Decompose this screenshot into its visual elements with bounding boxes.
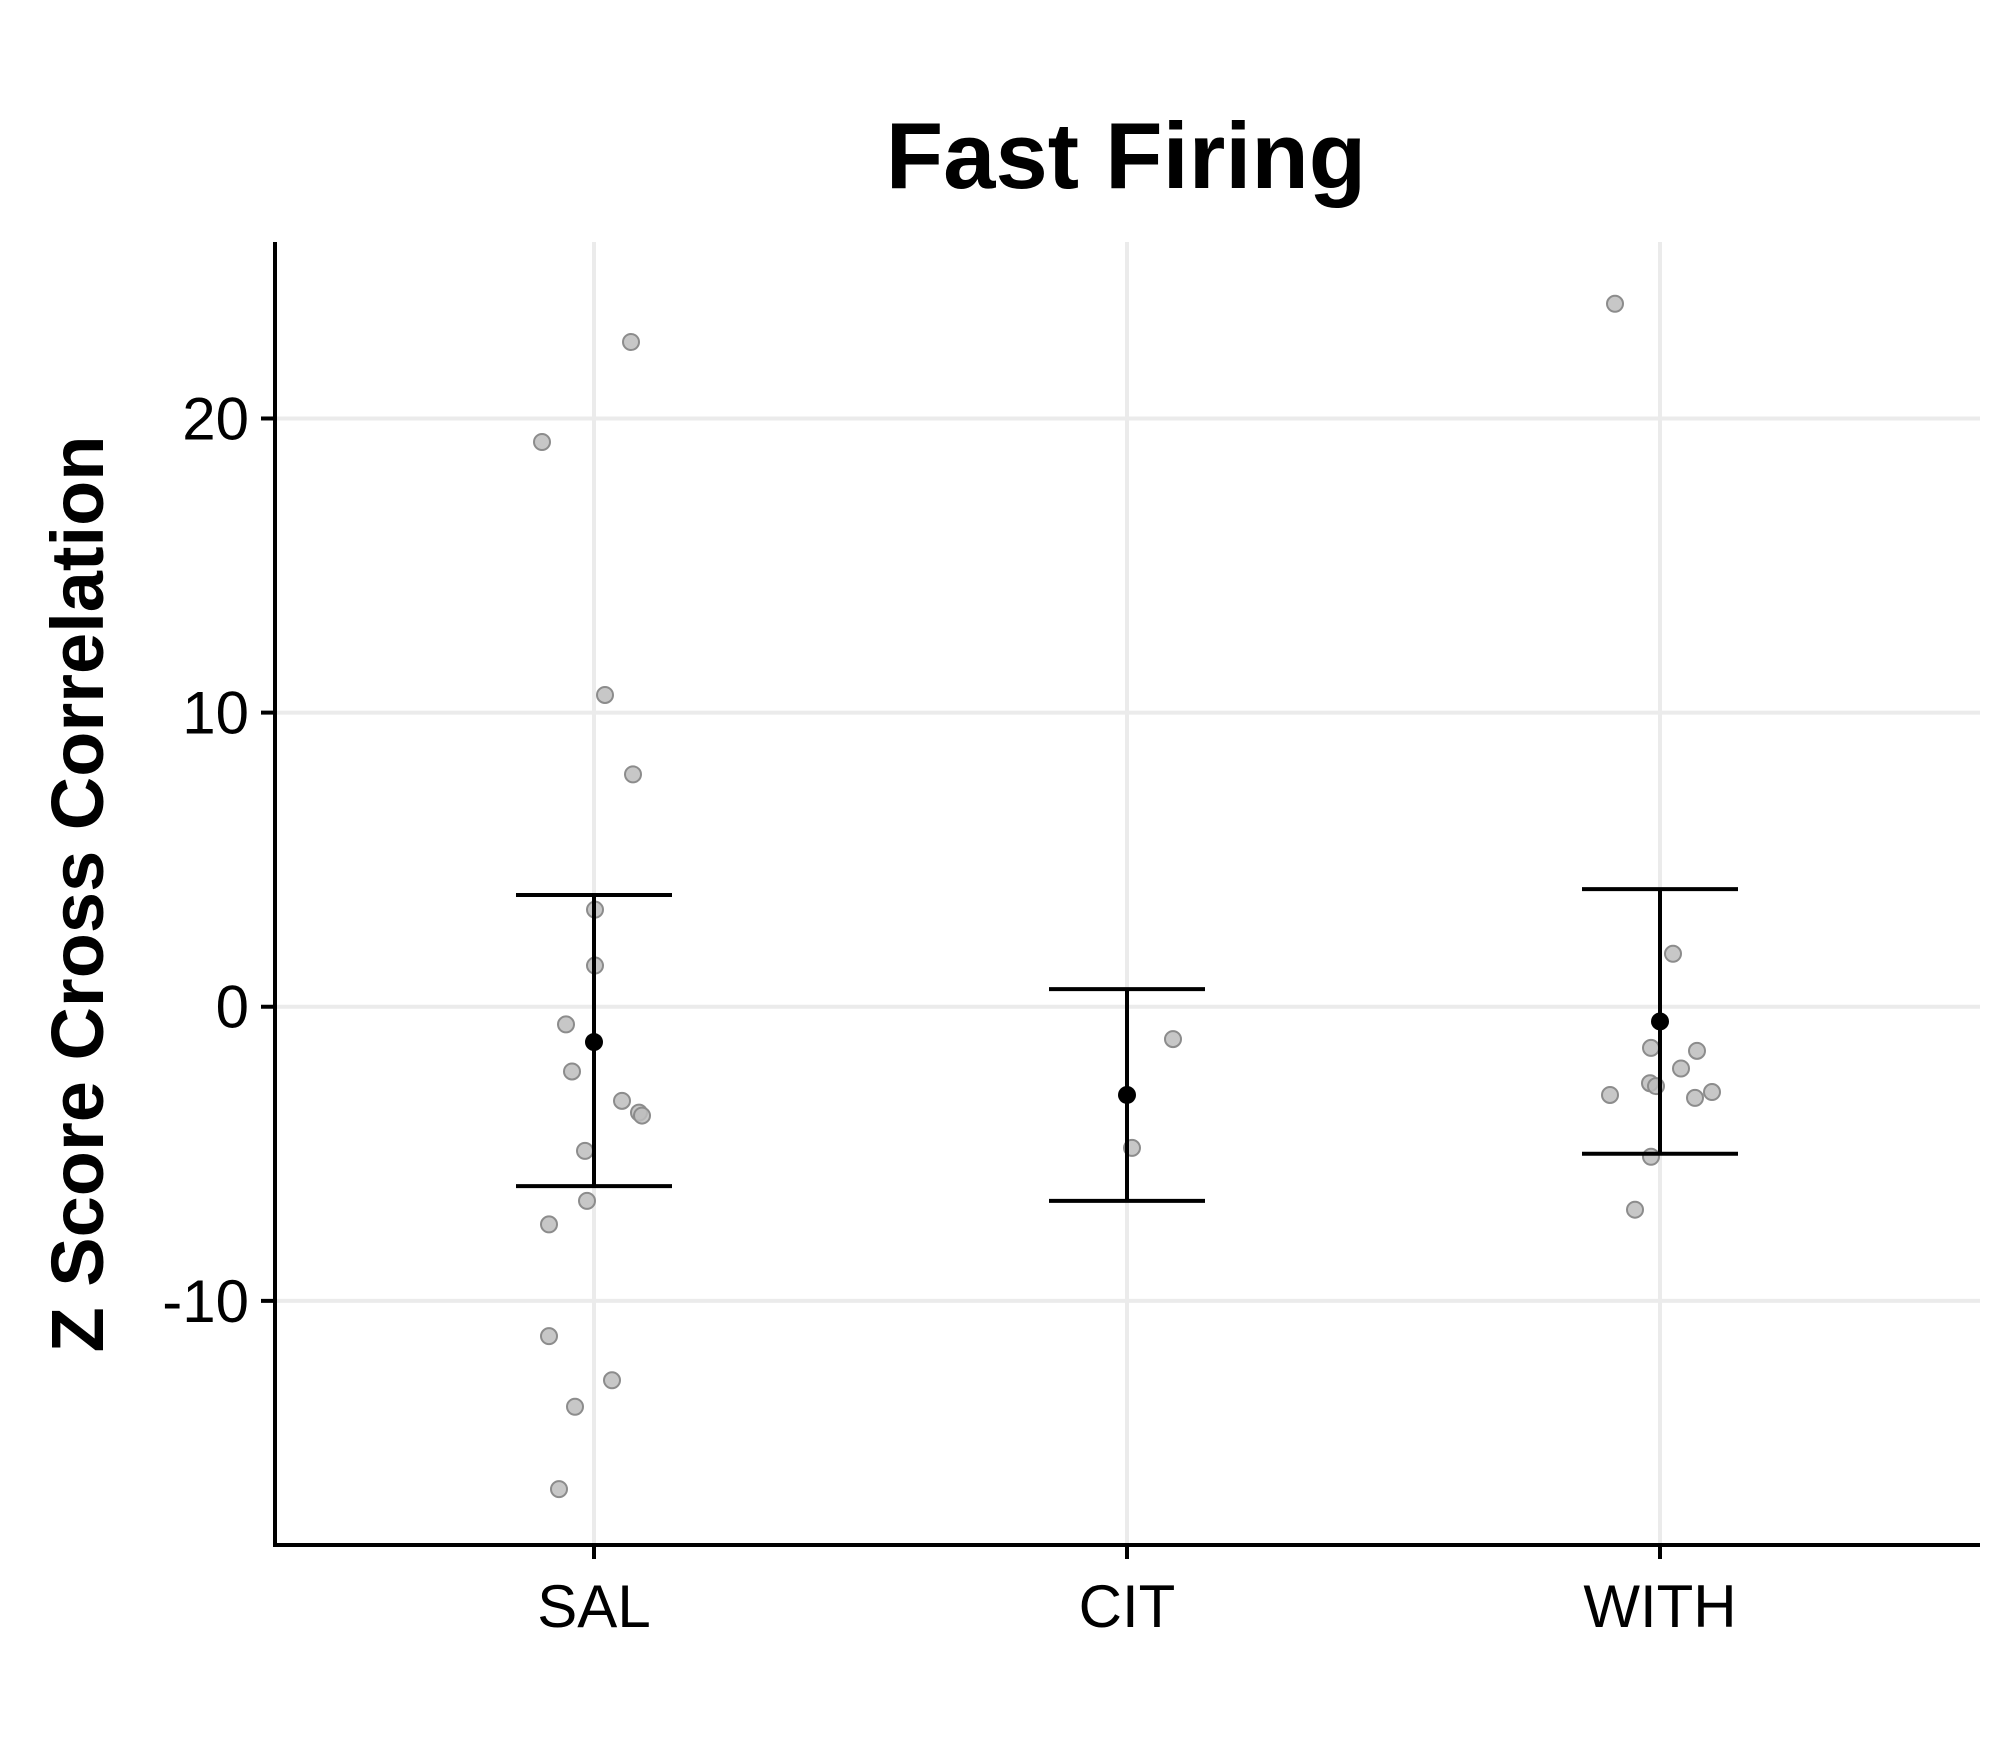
axis-layer: -10 0 10 20 SAL CIT WITH [162, 242, 1980, 1640]
data-point-sal [563, 1062, 581, 1081]
y-axis-label: Z Score Cross Correlation [36, 435, 119, 1352]
data-point-with [1672, 1059, 1690, 1078]
data-point-with [1626, 1200, 1644, 1219]
data-point-sal [613, 1091, 631, 1110]
data-point-sal [540, 1215, 558, 1234]
mean-point-cit [1118, 1085, 1136, 1104]
data-point-sal [603, 1371, 621, 1390]
y-tick-label: -10 [162, 1268, 249, 1335]
data-point-with [1703, 1083, 1721, 1102]
data-point-sal [557, 1015, 575, 1034]
data-point-sal [578, 1191, 596, 1210]
data-point-cit [1164, 1030, 1182, 1049]
mean-point-with [1651, 1012, 1669, 1031]
data-point-sal [533, 433, 551, 452]
data-point-sal [550, 1480, 568, 1499]
data-point-sal [622, 333, 640, 352]
data-point-with [1606, 294, 1624, 313]
data-point-sal [540, 1327, 558, 1346]
chart-title: Fast Firing [886, 103, 1366, 208]
data-point-with [1664, 944, 1682, 963]
x-tick-label-with: WITH [1583, 1573, 1736, 1640]
data-point-sal [596, 685, 614, 704]
y-tick-label: 0 [216, 974, 249, 1041]
data-point-with [1686, 1088, 1704, 1107]
data-point-with [1642, 1147, 1660, 1166]
points-layer [533, 294, 1721, 1499]
y-tick-label: 10 [182, 680, 249, 747]
data-point-sal [633, 1106, 651, 1125]
x-tick-label-cit: CIT [1079, 1573, 1176, 1640]
mean-point-sal [585, 1033, 603, 1052]
summary-layer [516, 887, 1738, 1203]
data-point-sal [566, 1397, 584, 1416]
y-tick-label: 20 [182, 385, 249, 452]
data-point-with [1601, 1085, 1619, 1104]
data-point-sal [624, 765, 642, 784]
x-tick-label-sal: SAL [537, 1573, 650, 1640]
data-point-sal [576, 1141, 594, 1160]
data-point-with [1688, 1041, 1706, 1060]
data-point-with [1642, 1038, 1660, 1057]
